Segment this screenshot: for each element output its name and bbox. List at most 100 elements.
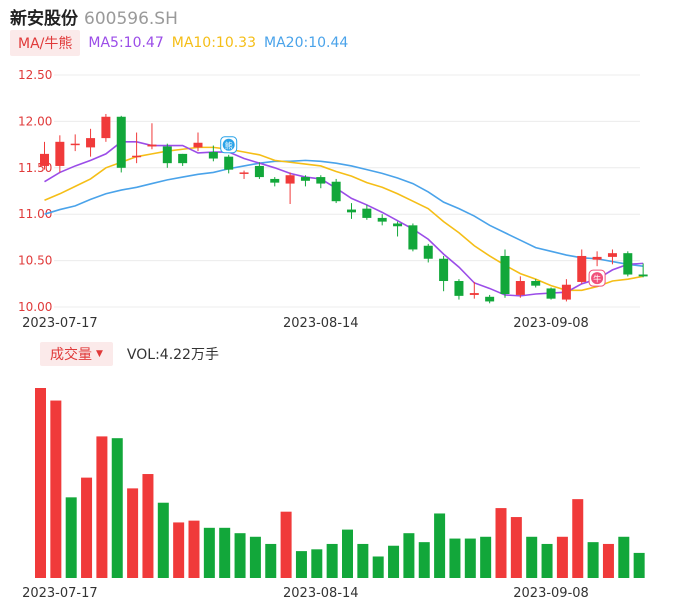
y-tick-label: 11.00 (18, 207, 52, 221)
volume-bar (96, 436, 108, 578)
candle-body (347, 209, 356, 213)
candle-body (331, 181, 341, 202)
stock-name: 新安股份 (10, 9, 78, 29)
candle-body (239, 172, 249, 174)
volume-bar (234, 533, 246, 578)
volume-bar (203, 527, 215, 578)
stock-header: 新安股份 600596.SH (10, 4, 178, 29)
volume-bar (81, 477, 93, 578)
ma10-label: MA10:10.33 (171, 35, 257, 51)
marker-label: 熊 (225, 140, 233, 150)
candle-body (607, 253, 617, 257)
ma20-line (44, 159, 644, 267)
candle-body (515, 281, 525, 295)
volume-x-tick-label: 2023-07-17 (22, 586, 98, 601)
candle-body (132, 155, 142, 158)
volume-bar (188, 520, 200, 578)
candle-body (208, 152, 218, 159)
x-tick-label: 2023-09-08 (513, 316, 589, 331)
candle-body (561, 284, 571, 300)
volume-bar (142, 474, 154, 578)
volume-bar (434, 513, 446, 578)
candle-body (162, 146, 172, 164)
candle-body (623, 253, 633, 275)
ma5-line (44, 141, 644, 297)
candle-body (254, 165, 264, 178)
candle-body (408, 225, 418, 250)
candle-body (147, 144, 157, 147)
candle-body (316, 177, 326, 184)
volume-bar (357, 543, 369, 578)
ma-toggle-button[interactable]: MA/牛熊 (10, 30, 81, 56)
volume-bar (219, 527, 231, 578)
volume-bar (265, 543, 277, 578)
volume-legend: 成交量 ▼ VOL:4.22万手 (40, 342, 219, 366)
candle-body (362, 208, 372, 218)
volume-bar (65, 497, 77, 578)
volume-value: VOL:4.22万手 (126, 347, 219, 363)
volume-bar (326, 543, 338, 578)
volume-bar (464, 538, 476, 578)
y-tick-label: 10.50 (18, 254, 52, 268)
marker-label: 牛 (593, 274, 601, 284)
volume-bar (342, 529, 353, 578)
volume-bar (311, 549, 323, 578)
y-tick-label: 10.00 (18, 300, 52, 314)
candle-body (70, 143, 80, 146)
volume-x-tick-label: 2023-08-14 (283, 586, 359, 601)
candle-body (546, 288, 556, 299)
ma20-label: MA20:10.44 (264, 35, 349, 51)
candle-body (423, 245, 433, 259)
stock-code: 600596.SH (84, 9, 178, 29)
volume-bar (173, 522, 185, 578)
volume-bar (480, 536, 492, 578)
bear-marker-icon[interactable]: 熊 (220, 136, 238, 154)
candle-body (469, 293, 479, 295)
x-tick-label: 2023-07-17 (22, 316, 98, 331)
volume-bar (157, 502, 169, 578)
volume-bar (541, 543, 553, 578)
candle-body (116, 116, 126, 168)
candle-body (224, 156, 234, 170)
candle-body (101, 116, 111, 139)
volume-bar (510, 517, 522, 578)
volume-bar (403, 533, 415, 578)
volume-bar (388, 545, 400, 578)
volume-button-label: 成交量 (50, 347, 92, 363)
candle-body (300, 177, 310, 181)
volume-x-tick-label: 2023-09-08 (513, 586, 589, 601)
volume-bar (495, 508, 507, 578)
caret-down-icon: ▼ (96, 349, 103, 359)
y-tick-label: 12.00 (18, 114, 52, 128)
candle-body (55, 141, 65, 166)
volume-bar (280, 511, 292, 578)
volume-bar (295, 551, 307, 578)
volume-bar (111, 438, 123, 578)
volume-bar (526, 536, 538, 578)
volume-bar (418, 542, 430, 578)
volume-bar (35, 388, 46, 578)
volume-indicator-button[interactable]: 成交量 ▼ (40, 342, 113, 366)
candle-body (193, 142, 203, 148)
volume-bar (618, 536, 630, 578)
candle-body (178, 153, 188, 164)
volume-bar (556, 536, 568, 578)
volume-bar (449, 538, 461, 578)
candle-body (638, 274, 648, 277)
candle-body (393, 223, 403, 227)
ma5-label: MA5:10.47 (88, 35, 164, 51)
candle-body (377, 217, 387, 222)
candle-body (270, 178, 280, 183)
volume-bar (249, 536, 261, 578)
bull-marker-icon[interactable]: 牛 (588, 269, 606, 287)
volume-bar (587, 542, 599, 578)
candle-body (531, 281, 541, 286)
candle-body (40, 153, 49, 166)
candle-body (577, 255, 587, 282)
volume-bar (602, 543, 614, 578)
candle-body (500, 255, 510, 295)
y-tick-label: 12.50 (18, 68, 52, 82)
candle-body (485, 296, 495, 302)
candle-body (454, 281, 464, 296)
